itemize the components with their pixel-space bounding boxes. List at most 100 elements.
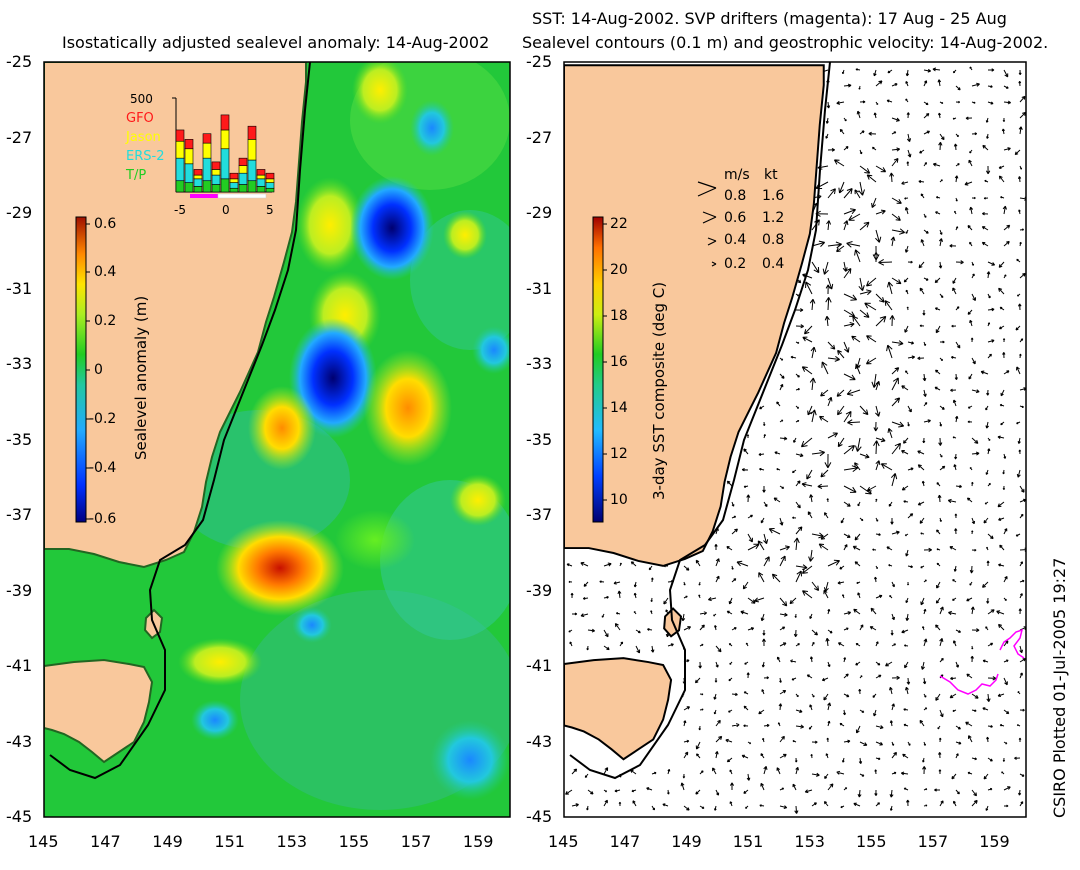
drifter-track-2 [999,628,1025,659]
left-panel-title: Isostatically adjusted sealevel anomaly:… [62,33,490,52]
legend-arrow-0.2 [711,261,717,267]
left-cbar-label-6: -0.6 [89,511,117,527]
right-xtick-label: 153 [794,832,825,851]
right-ytick-label: -43 [526,731,553,751]
left-cbar-label-2: 0.2 [94,313,117,329]
right-cbar-label-1: 20 [610,262,628,278]
inset-bar-tp [229,187,239,193]
right-ytick-label: -33 [526,354,553,373]
inset-bar-ers [247,159,257,182]
left-cbar-label-3: 0 [94,362,103,378]
left-map [44,62,510,817]
right-colorbar-ticks [603,223,607,501]
left-ytick-label: -29 [6,203,33,222]
right-xtick-label: 149 [671,832,702,851]
right-panel-title-line1: SST: 14-Aug-2002. SVP drifters (magenta)… [532,9,1007,28]
legend-arrow-0.4 [707,237,717,246]
right-cbar-label-4: 14 [610,400,628,416]
left-ytick-label: -43 [6,731,33,751]
inset-bar-jason [193,174,203,180]
inset-bar-gfo [229,172,239,180]
inset-bar-jason [265,178,275,183]
inset-bar-ers [220,148,230,180]
velocity-legend-kt-2: 0.8 [762,232,785,248]
left-xtick-label: 153 [276,832,308,851]
right-ytick-label: -25 [526,52,553,71]
right-colorbar [592,216,604,523]
inset-bar-gfo [175,129,185,142]
inset-bar-jason [238,165,248,174]
right-colorbar-title: 3-day SST composite (deg C) [650,281,668,500]
inset-bar-ers [184,163,194,183]
inset-bar-tp [175,180,185,193]
velocity-legend-kt-header: kt [764,167,778,183]
right-panel-title-line2: Sealevel contours (0.1 m) and geostrophi… [522,33,1049,52]
right-ytick-label: -41 [526,656,553,675]
left-cbar-label-4: -0.2 [89,411,117,427]
right-frame [563,61,1027,818]
right-xtick-label: 155 [856,832,887,851]
inset-bar-gfo [193,169,203,176]
velocity-legend-ms-3: 0.2 [724,256,747,272]
legend-arrow-0.6 [702,211,717,224]
inset-bar-gfo [202,133,212,144]
inset-bar-tp [202,180,212,193]
left-xtick-label: 157 [400,832,432,851]
left-ytick-label: -25 [6,52,33,71]
right-xtick-label: 157 [917,832,949,851]
velocity-legend-ms-0: 0.8 [724,188,747,204]
inset-bar-ers [211,174,221,185]
right-ytick-label: -39 [526,580,553,600]
inset-bar-jason [211,169,221,176]
velocity-legend-ms-header: m/s [724,167,750,183]
inset-drifter-window [190,194,218,198]
left-cbar-label-1: 0.4 [94,264,117,280]
inset-bar-gfo [247,125,257,140]
inset-bar-ers [265,182,275,189]
inset-bar-gfo [211,161,221,170]
inset-bar-tp [211,184,221,193]
inset-bar-jason [256,174,266,180]
inset-bar-jason [184,148,194,165]
velocity-legend-arrows [697,181,717,267]
inset-bar-ers [193,178,203,187]
left-ytick-label: -35 [6,429,33,449]
inset-bar-gfo [238,157,248,166]
left-cbar-label-0: 0.6 [94,216,117,232]
inset-bar-tp [238,184,248,193]
left-xtick-label: 159 [462,832,494,851]
left-ytick-label: -39 [6,580,33,600]
right-xtick-label: 147 [609,832,641,851]
left-xtick-label: 155 [338,832,370,851]
inset-bar-jason [247,139,257,161]
right-xtick-label: 151 [732,832,764,851]
inset-xtick-m5: -5 [174,203,186,217]
inset-bar-tp [256,186,266,193]
inset-bar-jason [202,142,212,159]
left-isobath [49,62,311,780]
right-ytick-label: -37 [526,505,553,524]
right-xtick-label: 145 [548,832,579,851]
velocity-legend-ms-2: 0.4 [724,232,747,248]
inset-bar-tp [220,178,230,193]
left-colorbar-title: Sealevel anomaly (m) [132,295,150,460]
inset-ymax-label: 500 [130,92,153,106]
inset-legend-jason: Jason [126,130,161,145]
inset-xtick-0: 0 [222,203,230,217]
inset-bar-gfo [265,172,275,180]
inset-bar-tp [247,180,257,193]
inset-bar-jason [229,178,239,183]
plot-footer: CSIRO Plotted 01-Jul-2005 19:27 [1050,557,1069,818]
inset-bar-tp [265,187,275,193]
inset-bar-jason [175,140,185,159]
inset-legend-ers2: ERS-2 [126,149,165,164]
inset-bar-gfo [256,169,266,176]
inset-bar-ers [256,178,266,187]
inset-legend-gfo: GFO [126,111,154,126]
right-map [564,62,1026,817]
inset-bar-ers [229,182,239,189]
inset-bar-tp [184,182,194,193]
velocity-legend-kt-1: 1.2 [762,210,785,226]
left-ytick-label: -31 [6,278,33,298]
inset-bar-ers [175,157,185,182]
